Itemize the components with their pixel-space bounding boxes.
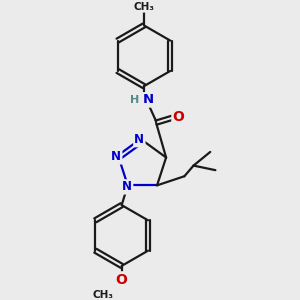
Text: CH₃: CH₃ (93, 290, 114, 300)
Text: O: O (172, 110, 184, 124)
Text: CH₃: CH₃ (134, 2, 154, 11)
Text: N: N (122, 180, 132, 194)
Text: N: N (111, 150, 121, 164)
Text: O: O (116, 273, 127, 286)
Text: N: N (134, 133, 144, 146)
Text: H: H (130, 95, 140, 105)
Text: N: N (143, 93, 154, 106)
